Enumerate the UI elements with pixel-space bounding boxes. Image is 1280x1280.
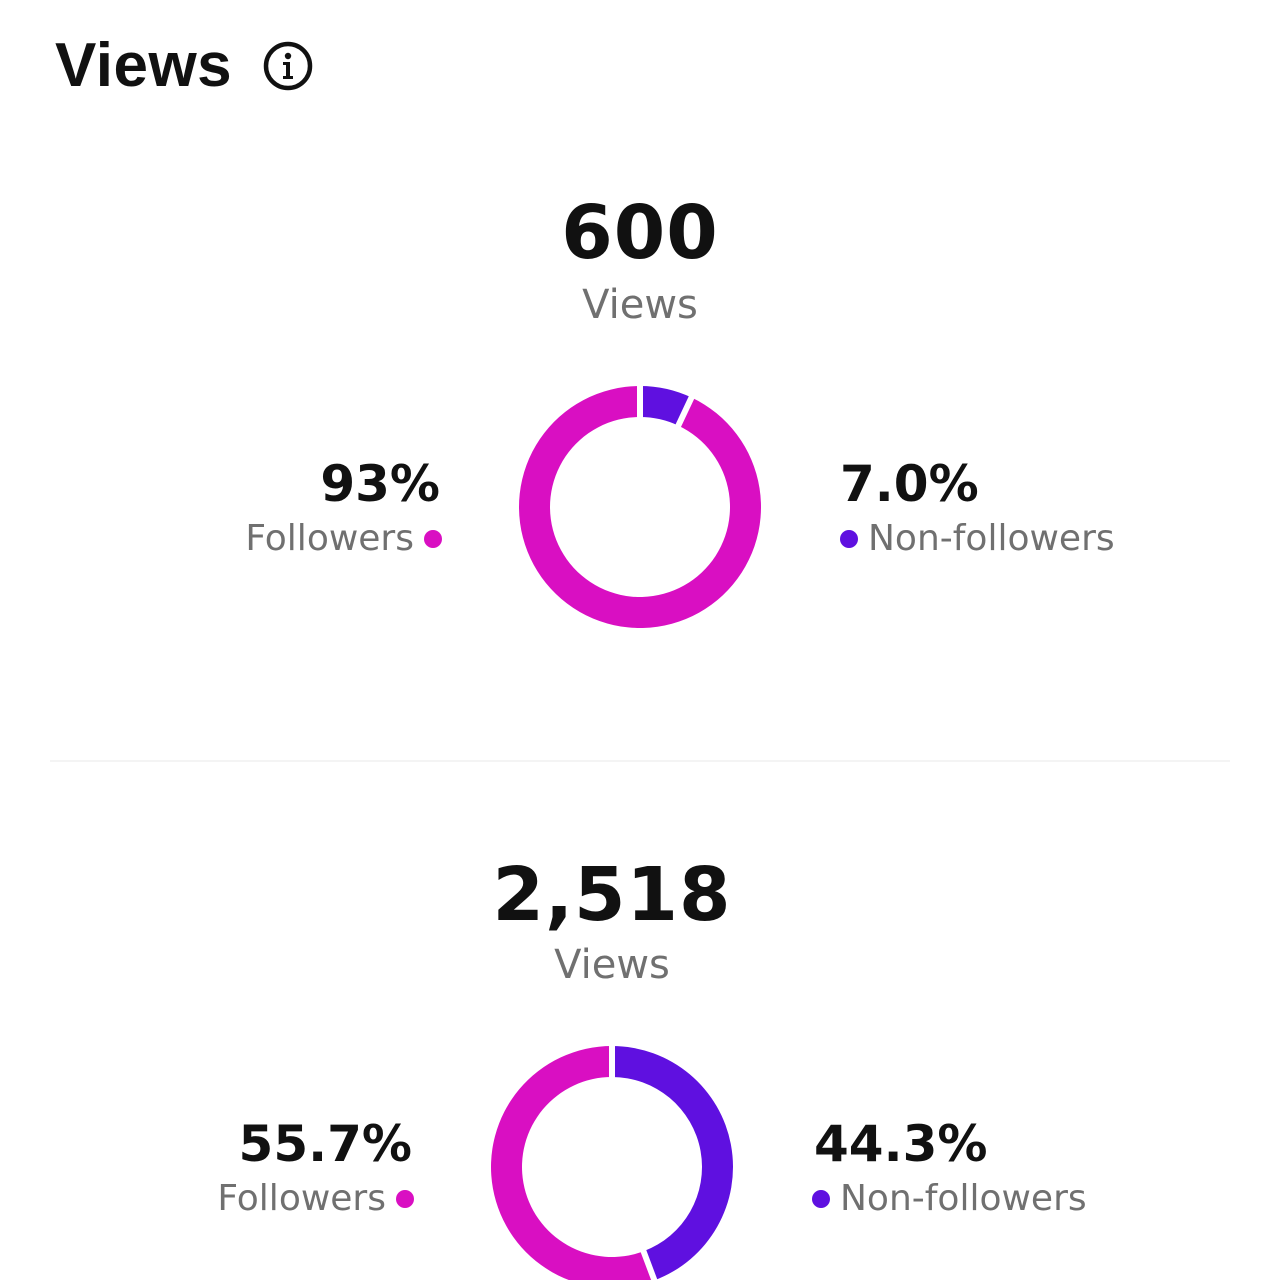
non-followers-percent: 7.0% — [840, 455, 979, 513]
followers-legend: Followers — [110, 1178, 414, 1219]
followers-percent: 55.7% — [238, 1115, 412, 1173]
slice-separator — [674, 394, 696, 429]
slice-separator — [640, 1248, 658, 1280]
followers-donut-chart — [491, 1045, 733, 1280]
non-followers-label: Non-followers — [868, 518, 1115, 559]
donut-slice-non-followers — [612, 1046, 733, 1280]
views-total: 2,518 — [492, 852, 732, 938]
non-followers-percent: 44.3% — [814, 1115, 988, 1173]
donut-slice-non-followers — [640, 386, 692, 426]
followers-percent: 93% — [320, 455, 440, 513]
views-total: 600 — [561, 190, 719, 276]
followers-label: Followers — [217, 1178, 386, 1219]
donut-slice-followers — [491, 1046, 655, 1280]
followers-legend: Followers — [140, 518, 442, 559]
views-total-label: Views — [582, 282, 698, 328]
non-followers-dot-icon — [812, 1189, 830, 1208]
followers-dot-icon — [424, 529, 442, 548]
followers-dot-icon — [396, 1189, 414, 1208]
views-section-1: 600 Views 93% Followers 7.0% Non-followe… — [140, 190, 1115, 628]
info-circle-icon[interactable] — [262, 40, 314, 92]
header: Views — [55, 30, 314, 101]
section-divider — [50, 760, 1230, 762]
non-followers-dot-icon — [840, 529, 858, 548]
followers-donut-chart — [518, 385, 761, 628]
non-followers-legend: Non-followers — [812, 1178, 1087, 1219]
non-followers-label: Non-followers — [840, 1178, 1087, 1219]
followers-label: Followers — [245, 518, 414, 559]
page-title: Views — [55, 31, 233, 100]
non-followers-legend: Non-followers — [840, 518, 1115, 559]
views-total-label: Views — [554, 942, 670, 988]
